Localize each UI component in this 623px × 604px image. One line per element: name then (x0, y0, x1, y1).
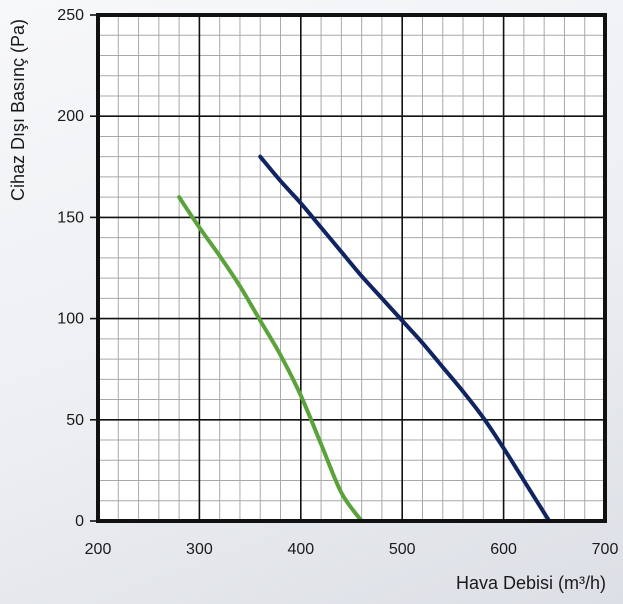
x-tick-label: 600 (490, 541, 517, 558)
x-axis-title: Hava Debisi (m³/h) (456, 573, 606, 593)
y-tick-label: 250 (57, 7, 84, 24)
y-tick-label: 100 (57, 311, 84, 328)
y-tick-label: 50 (66, 412, 84, 429)
x-tick-label: 300 (186, 541, 213, 558)
x-tick-label: 400 (287, 541, 314, 558)
y-tick-label: 200 (57, 108, 84, 125)
y-tick-label: 0 (75, 513, 84, 530)
x-tick-label: 700 (592, 541, 619, 558)
y-axis-title: Cihaz Dışı Basınç (Pa) (8, 19, 28, 201)
y-tick-label: 150 (57, 209, 84, 226)
plot-frame (96, 13, 607, 523)
series-line-1 (177, 195, 364, 523)
x-tick-label: 200 (85, 541, 112, 558)
series-layer (177, 154, 552, 523)
ticks-layer: 0 50 100 150 200 250 200 300 400 500 600 700 (57, 7, 618, 558)
x-tick-label: 500 (389, 541, 416, 558)
series-line-2 (258, 154, 552, 523)
plot-background (98, 15, 605, 521)
